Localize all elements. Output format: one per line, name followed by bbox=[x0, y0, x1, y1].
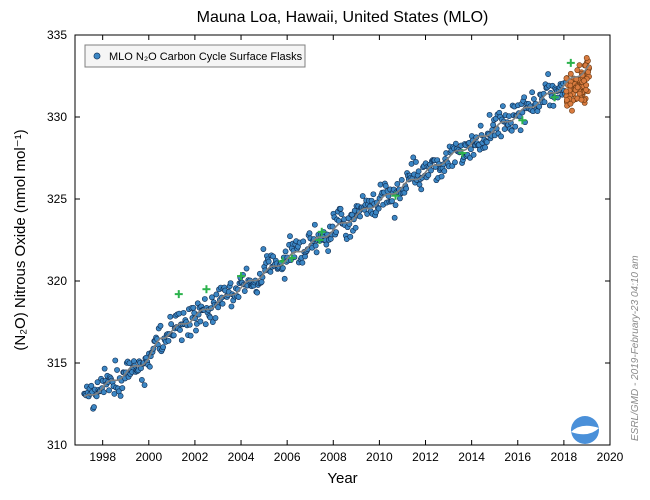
x-tick-label: 2018 bbox=[551, 450, 578, 464]
chart-svg: 1998 2000 2002 2004 2006 2008 2010 2012 2014 2016… bbox=[0, 0, 650, 500]
x-tick-label: 2020 bbox=[597, 450, 624, 464]
y-tick-label: 320 bbox=[47, 274, 67, 288]
credit-text: ESRL/GMD - 2019-February-23 04:10 am bbox=[630, 255, 641, 441]
x-tick-label: 2008 bbox=[320, 450, 347, 464]
y-tick-label: 315 bbox=[47, 356, 67, 370]
x-tick-label: 2006 bbox=[274, 450, 301, 464]
plot-area bbox=[75, 35, 610, 445]
x-tick-label: 1998 bbox=[89, 450, 116, 464]
x-tick-label: 2016 bbox=[504, 450, 531, 464]
legend-marker-icon bbox=[94, 53, 100, 59]
x-tick-label: 2012 bbox=[412, 450, 439, 464]
y-tick-label: 335 bbox=[47, 28, 67, 42]
x-tick-label: 2014 bbox=[458, 450, 485, 464]
y-axis-label: (N₂O) Nitrous Oxide (nmol mol⁻¹) bbox=[12, 129, 29, 350]
x-tick-label: 2002 bbox=[182, 450, 209, 464]
x-tick-label: 2000 bbox=[135, 450, 162, 464]
y-tick-label: 330 bbox=[47, 110, 67, 124]
y-tick-label: 325 bbox=[47, 192, 67, 206]
chart-title: Mauna Loa, Hawaii, United States (MLO) bbox=[197, 9, 489, 26]
x-axis-label: Year bbox=[327, 470, 357, 487]
x-tick-label: 2004 bbox=[228, 450, 255, 464]
legend-label: MLO N₂O Carbon Cycle Surface Flasks bbox=[109, 51, 303, 63]
y-tick-label: 310 bbox=[47, 438, 67, 452]
x-tick-label: 2010 bbox=[366, 450, 393, 464]
